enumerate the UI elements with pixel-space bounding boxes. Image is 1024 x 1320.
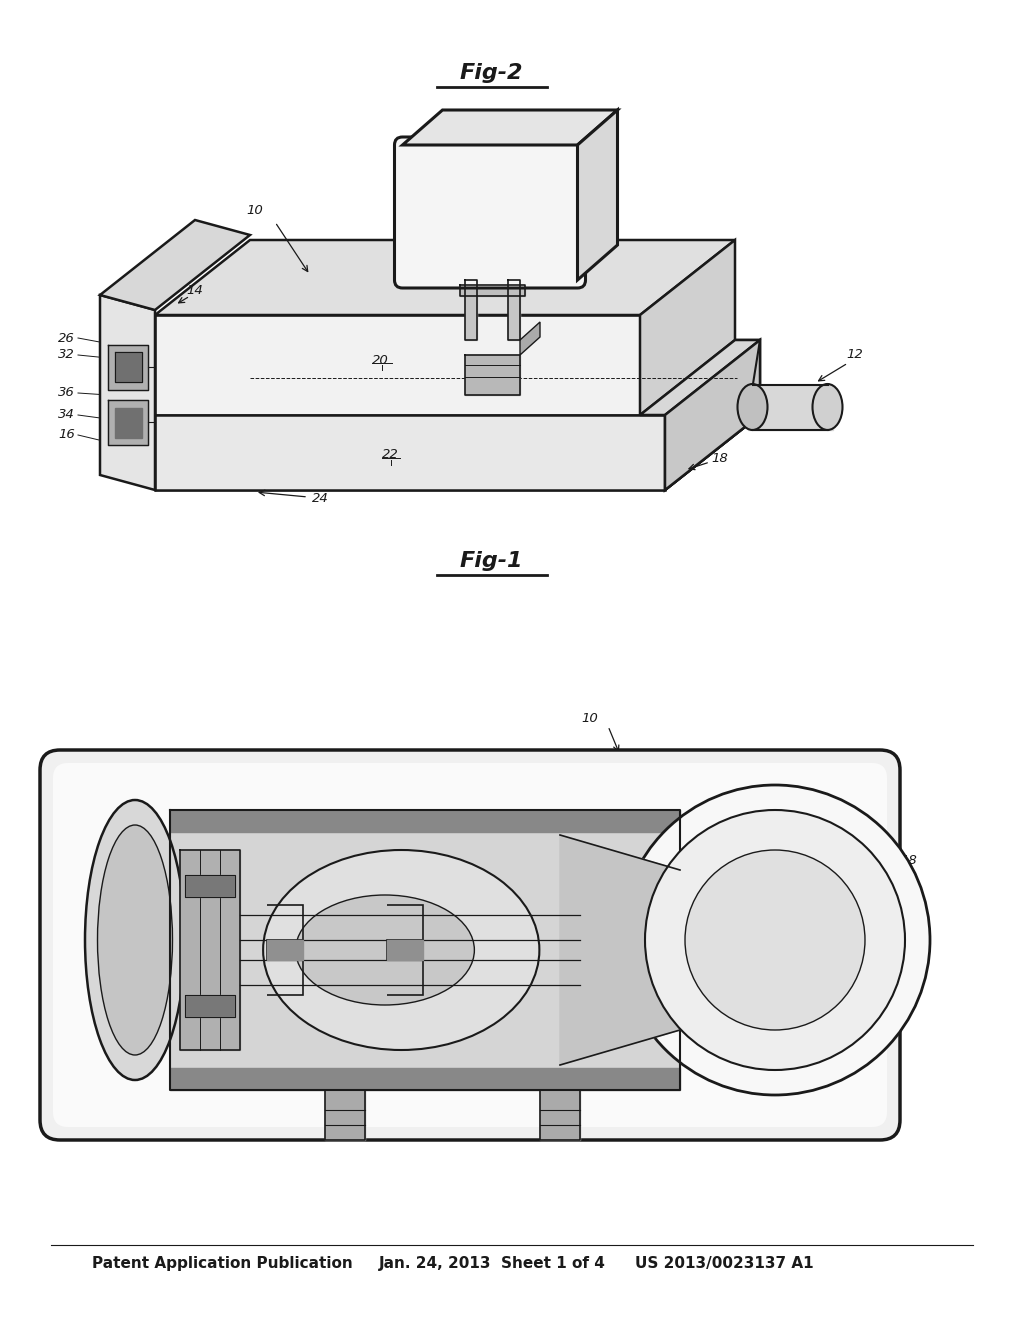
Polygon shape xyxy=(155,341,760,414)
Text: Patent Application Publication: Patent Application Publication xyxy=(92,1255,353,1271)
Polygon shape xyxy=(155,414,760,490)
Text: 14: 14 xyxy=(186,284,204,297)
Text: 10: 10 xyxy=(582,711,598,725)
Text: 12: 12 xyxy=(847,348,863,362)
Polygon shape xyxy=(465,280,477,341)
Text: 22: 22 xyxy=(382,449,398,462)
Polygon shape xyxy=(100,294,155,490)
Polygon shape xyxy=(170,810,680,832)
Polygon shape xyxy=(185,875,234,898)
Text: Fig-1: Fig-1 xyxy=(460,550,523,572)
Text: 10: 10 xyxy=(247,203,263,216)
Polygon shape xyxy=(640,341,760,414)
Polygon shape xyxy=(155,315,640,414)
Polygon shape xyxy=(665,341,760,490)
FancyBboxPatch shape xyxy=(53,763,887,1127)
Text: 38: 38 xyxy=(900,888,916,902)
Polygon shape xyxy=(115,408,142,438)
Ellipse shape xyxy=(812,384,843,430)
Text: 30: 30 xyxy=(557,161,573,174)
FancyBboxPatch shape xyxy=(40,750,900,1140)
Polygon shape xyxy=(508,280,520,341)
Polygon shape xyxy=(520,322,540,355)
Ellipse shape xyxy=(737,384,768,430)
Text: 16: 16 xyxy=(58,429,75,441)
Text: Fig-2: Fig-2 xyxy=(460,62,523,83)
Text: 42: 42 xyxy=(627,1118,643,1131)
Text: 34: 34 xyxy=(58,408,75,421)
Polygon shape xyxy=(465,355,520,395)
Polygon shape xyxy=(170,1068,680,1090)
Ellipse shape xyxy=(97,825,172,1055)
Ellipse shape xyxy=(263,850,540,1049)
Text: 24: 24 xyxy=(311,491,329,504)
Polygon shape xyxy=(748,385,833,430)
Polygon shape xyxy=(115,352,142,381)
Polygon shape xyxy=(100,220,250,310)
Polygon shape xyxy=(640,240,735,414)
Polygon shape xyxy=(180,850,240,1049)
Text: 26: 26 xyxy=(58,331,75,345)
Polygon shape xyxy=(402,110,617,145)
Text: 40: 40 xyxy=(337,1118,353,1131)
Polygon shape xyxy=(460,285,525,296)
Ellipse shape xyxy=(85,800,185,1080)
FancyBboxPatch shape xyxy=(394,137,586,288)
Text: 12: 12 xyxy=(691,755,709,768)
Polygon shape xyxy=(540,1090,580,1140)
Circle shape xyxy=(685,850,865,1030)
Polygon shape xyxy=(387,940,423,960)
Polygon shape xyxy=(325,1090,365,1140)
Polygon shape xyxy=(108,400,148,445)
Text: Jan. 24, 2013  Sheet 1 of 4: Jan. 24, 2013 Sheet 1 of 4 xyxy=(379,1255,606,1271)
Polygon shape xyxy=(155,414,760,490)
Text: 44: 44 xyxy=(422,1118,438,1131)
Polygon shape xyxy=(155,414,665,490)
Polygon shape xyxy=(578,110,617,280)
Text: 36: 36 xyxy=(58,387,75,400)
Text: 18: 18 xyxy=(712,451,728,465)
Circle shape xyxy=(645,810,905,1071)
Polygon shape xyxy=(560,836,680,1065)
Polygon shape xyxy=(170,832,680,1068)
Circle shape xyxy=(620,785,930,1096)
Polygon shape xyxy=(108,345,148,389)
Text: US 2013/0023137 A1: US 2013/0023137 A1 xyxy=(635,1255,813,1271)
Text: 18: 18 xyxy=(900,854,916,866)
Polygon shape xyxy=(155,240,735,315)
Polygon shape xyxy=(267,940,303,960)
Text: 20: 20 xyxy=(372,354,388,367)
Polygon shape xyxy=(185,995,234,1016)
Text: 46: 46 xyxy=(582,1118,598,1131)
Polygon shape xyxy=(665,341,760,490)
Text: 32: 32 xyxy=(58,348,75,362)
Ellipse shape xyxy=(296,895,474,1005)
